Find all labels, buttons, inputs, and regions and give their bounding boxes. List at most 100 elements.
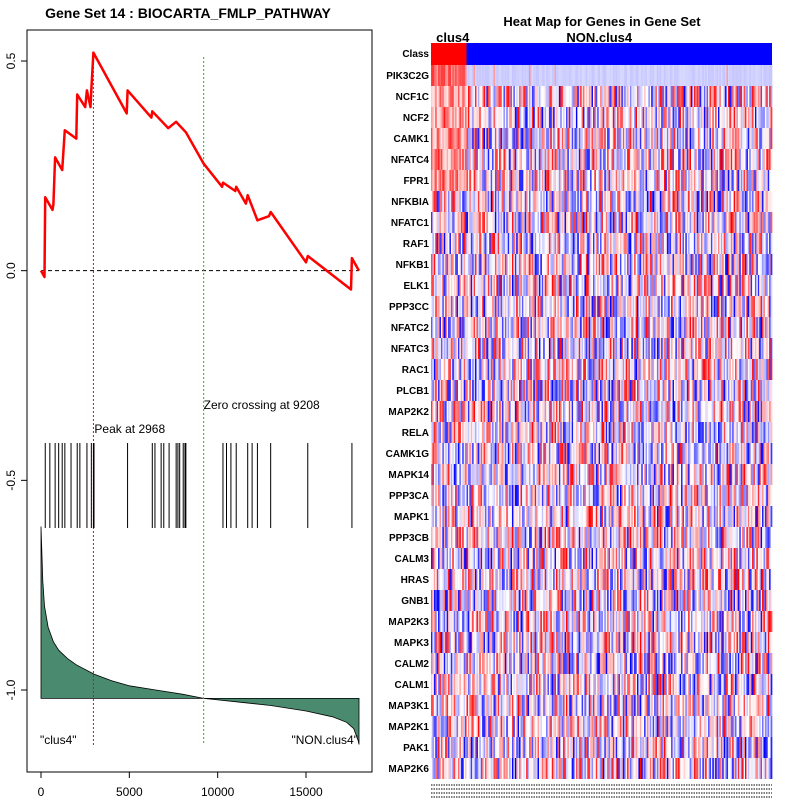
heatmap-cell (635, 380, 638, 401)
heatmap-cell (611, 338, 614, 359)
heatmap-cell (573, 65, 575, 86)
heatmap-cell (750, 86, 753, 107)
heatmap-cell (477, 233, 480, 254)
heatmap-cell (486, 128, 489, 149)
heatmap-cell (622, 296, 625, 317)
heatmap-cell (732, 254, 734, 275)
heatmap-cell (482, 317, 484, 338)
heatmap-cell (644, 212, 646, 233)
heatmap-cell (682, 170, 685, 191)
heatmap-cell (746, 380, 749, 401)
heatmap-cell (521, 275, 524, 296)
heatmap-cell (459, 338, 462, 359)
heatmap-cell (592, 254, 595, 275)
heatmap-cell (679, 65, 682, 86)
heatmap-cell (568, 359, 571, 380)
heatmap-cell (592, 380, 595, 401)
heatmap-cell (713, 128, 716, 149)
heatmap-cell (431, 275, 433, 296)
heatmap-cell (700, 401, 703, 422)
heatmap-cell (642, 128, 645, 149)
heatmap-cell (705, 254, 707, 275)
heatmap-cell (553, 359, 555, 380)
heatmap-cell (590, 380, 592, 401)
heatmap-cell (567, 296, 570, 317)
heatmap-cell (658, 107, 661, 128)
heatmap-cell (537, 296, 540, 317)
heatmap-cell (520, 128, 523, 149)
heatmap-cell (590, 317, 592, 338)
heatmap-cell (763, 86, 766, 107)
heatmap-cell (747, 464, 750, 485)
heatmap-cell (713, 275, 716, 296)
heatmap-cell (686, 380, 689, 401)
heatmap-cell (564, 149, 567, 170)
heatmap-cell (683, 296, 686, 317)
heatmap-cell (504, 233, 507, 254)
heatmap-cell (625, 170, 628, 191)
y-tick-label: 0.5 (4, 52, 18, 69)
heatmap-cell (723, 128, 726, 149)
heatmap-cell (472, 254, 474, 275)
heatmap-cell (749, 170, 752, 191)
heatmap-cell (564, 359, 567, 380)
heatmap-cell (482, 191, 484, 212)
heatmap-cell (769, 233, 771, 254)
heatmap-cell (540, 254, 543, 275)
heatmap-cell (432, 65, 435, 86)
heatmap-cell (544, 380, 547, 401)
heatmap-cell (726, 86, 729, 107)
heatmap-cell (654, 170, 656, 191)
heatmap-cell (531, 359, 534, 380)
heatmap-cell (681, 296, 683, 317)
heatmap-cell (770, 296, 773, 317)
heatmap-cell (770, 107, 773, 128)
heatmap-cell (646, 422, 649, 443)
heatmap-cell (735, 233, 737, 254)
heatmap-cell (709, 191, 712, 212)
heatmap-cell (435, 485, 438, 506)
heatmap-cell (497, 401, 500, 422)
heatmap-cell (600, 107, 602, 128)
heatmap-cell (713, 233, 716, 254)
heatmap-cell (473, 401, 476, 422)
heatmap-cell (502, 422, 504, 443)
heatmap-cell (716, 149, 719, 170)
heatmap-cell (484, 317, 487, 338)
heatmap-cell (568, 212, 571, 233)
heatmap-cell (746, 296, 749, 317)
heatmap-cell (637, 401, 639, 422)
heatmap-cell (634, 65, 636, 86)
heatmap-cell (513, 464, 516, 485)
heatmap-cell (490, 149, 493, 170)
heatmap-cell (533, 485, 536, 506)
heatmap-cell (432, 149, 435, 170)
heatmap-cell (480, 443, 483, 464)
heatmap-cell (656, 191, 659, 212)
heatmap-cell (503, 170, 506, 191)
heatmap-cell (608, 149, 611, 170)
heatmap-cell (745, 107, 747, 128)
heatmap-cell (615, 443, 618, 464)
heatmap-cell (600, 422, 602, 443)
heatmap-cell (571, 107, 574, 128)
heatmap-cell (669, 317, 672, 338)
heatmap-cell (743, 275, 746, 296)
heatmap-cell (686, 254, 689, 275)
heatmap-cell (553, 443, 555, 464)
heatmap-cell (452, 296, 455, 317)
heatmap-cell (561, 443, 564, 464)
heatmap-cell (462, 401, 465, 422)
heatmap-cell (669, 149, 672, 170)
heatmap-cell (722, 233, 725, 254)
heatmap-cell (513, 275, 516, 296)
heatmap-cell (547, 443, 550, 464)
heatmap-cell (560, 401, 563, 422)
heatmap-cell (450, 464, 453, 485)
heatmap-cell (438, 401, 440, 422)
heatmap-cell (519, 422, 521, 443)
heatmap-cell (739, 254, 742, 275)
heatmap-cell (726, 65, 729, 86)
heatmap-cell (619, 107, 622, 128)
heatmap-cell (492, 464, 494, 485)
